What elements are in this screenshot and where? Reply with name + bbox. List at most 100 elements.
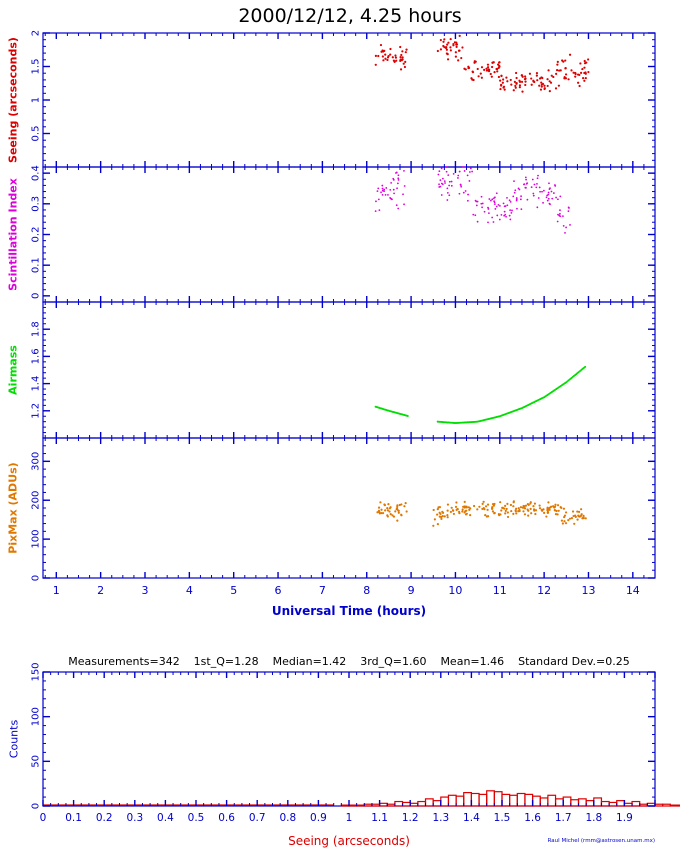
pixmax-point bbox=[548, 508, 551, 511]
histogram-bar bbox=[554, 798, 564, 807]
scintillation-point bbox=[536, 206, 539, 209]
histogram-bar bbox=[639, 803, 648, 807]
scintillation-point bbox=[545, 196, 548, 199]
pixmax-point bbox=[386, 509, 390, 512]
seeing-point bbox=[587, 58, 590, 61]
y-tick-label: 300 bbox=[31, 452, 42, 471]
pixmax-point bbox=[553, 506, 556, 509]
seeing-point bbox=[579, 62, 582, 65]
seeing-point bbox=[485, 69, 489, 72]
scintillation-point bbox=[520, 195, 522, 198]
seeing-point bbox=[394, 56, 398, 59]
seeing-point bbox=[555, 72, 558, 76]
pixmax-point bbox=[560, 519, 564, 522]
seeing-point bbox=[400, 53, 403, 57]
seeing-point bbox=[446, 43, 449, 46]
seeing-point bbox=[446, 58, 450, 61]
scintillation-point bbox=[557, 213, 559, 216]
pixmax-point bbox=[554, 513, 558, 516]
pixmax-point bbox=[481, 502, 484, 505]
scintillation-point bbox=[546, 199, 549, 202]
page-title: 2000/12/12, 4.25 hours bbox=[238, 5, 461, 27]
seeing-point bbox=[524, 77, 527, 80]
pixmax-point bbox=[579, 514, 583, 517]
scintillation-point bbox=[462, 191, 465, 194]
pixmax-point bbox=[455, 501, 458, 504]
seeing-point bbox=[384, 53, 387, 56]
pixmax-point bbox=[388, 507, 391, 510]
pixmax-point bbox=[504, 504, 507, 508]
pixmax-point bbox=[450, 506, 453, 509]
pixmax-point bbox=[440, 517, 443, 520]
y-tick-label: 0.3 bbox=[31, 196, 42, 212]
seeing-point bbox=[449, 38, 452, 41]
seeing-point bbox=[568, 53, 572, 56]
histogram-bar bbox=[608, 801, 618, 807]
histogram-bar bbox=[585, 800, 595, 807]
scintillation-point bbox=[559, 209, 561, 212]
seeing-point bbox=[512, 89, 515, 92]
y-axis-label: Airmass bbox=[7, 345, 20, 395]
scintillation-point bbox=[557, 198, 559, 201]
scintillation-point bbox=[547, 191, 550, 194]
seeing-point bbox=[574, 72, 577, 76]
pixmax-point bbox=[530, 512, 533, 515]
pixmax-point bbox=[570, 517, 574, 520]
histogram-bar bbox=[623, 802, 633, 807]
seeing-point bbox=[404, 60, 407, 63]
pixmax-point bbox=[506, 515, 510, 519]
histogram-bar bbox=[379, 802, 388, 807]
pixmax-point bbox=[463, 506, 466, 509]
x-tick-label: 1 bbox=[53, 584, 60, 597]
histogram-bar bbox=[593, 797, 603, 807]
scintillation-point bbox=[480, 202, 483, 205]
histogram-bar bbox=[417, 800, 427, 807]
pixmax-point bbox=[572, 514, 575, 518]
seeing-point bbox=[564, 59, 567, 62]
scintillation-point bbox=[376, 190, 379, 193]
scintillation-point bbox=[537, 174, 539, 177]
x-tick-label: 9 bbox=[408, 584, 415, 597]
scintillation-point bbox=[374, 210, 377, 213]
histogram-bar bbox=[363, 803, 373, 807]
seeing-point bbox=[377, 54, 380, 58]
scintillation-point bbox=[395, 204, 398, 207]
scintillation-point bbox=[383, 190, 385, 193]
seeing-point bbox=[583, 79, 586, 82]
pixmax-point bbox=[446, 514, 449, 517]
seeing-point bbox=[557, 84, 561, 87]
pixmax-point bbox=[545, 515, 548, 518]
seeing-point bbox=[486, 63, 490, 66]
pixmax-point bbox=[577, 515, 580, 518]
seeing-point bbox=[578, 84, 581, 88]
pixmax-point bbox=[446, 509, 449, 512]
y-axis-label: Scintillation Index bbox=[7, 178, 20, 291]
scintillation-point bbox=[377, 198, 380, 201]
seeing-point bbox=[582, 76, 585, 80]
scintillation-point bbox=[499, 204, 501, 207]
pixmax-point bbox=[526, 508, 529, 511]
pixmax-point bbox=[546, 509, 549, 512]
scintillation-point bbox=[443, 180, 446, 183]
scintillation-point bbox=[377, 187, 380, 190]
scintillation-point bbox=[549, 203, 551, 206]
airmass-point bbox=[584, 365, 587, 368]
scintillation-point bbox=[446, 187, 449, 190]
seeing-point bbox=[443, 46, 446, 49]
scintillation-point bbox=[468, 180, 471, 182]
seeing-point bbox=[374, 63, 377, 66]
histogram-bar bbox=[509, 794, 518, 807]
pixmax-point bbox=[564, 511, 568, 514]
pixmax-point bbox=[473, 504, 476, 508]
histogram-x-tick-label: 1.5 bbox=[494, 812, 511, 824]
scintillation-point bbox=[487, 212, 490, 215]
histogram-x-tick-label: 1 bbox=[346, 812, 353, 824]
seeing-point bbox=[443, 38, 446, 41]
histogram-x-tick-label: 1.9 bbox=[616, 812, 633, 824]
scintillation-point bbox=[452, 172, 455, 175]
pixmax-point bbox=[560, 506, 563, 510]
seeing-point bbox=[530, 77, 533, 80]
pixmax-point bbox=[377, 506, 381, 509]
pixmax-point bbox=[533, 502, 537, 505]
